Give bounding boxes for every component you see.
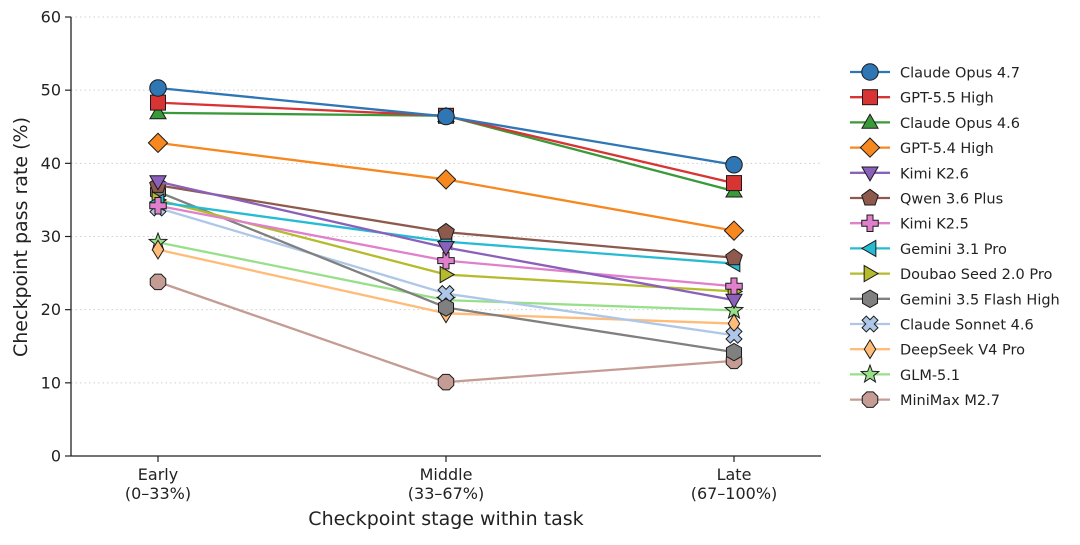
data-point: [439, 265, 456, 284]
data-point: [437, 251, 455, 270]
legend-item: Kimi K2.6: [850, 166, 969, 182]
tick-labels: 0 10 20 30 40 50 60 Early(0–33%) Middle(33–67%) L…: [41, 8, 778, 504]
y-tick-label: 40: [41, 154, 61, 173]
y-axis-title: Checkpoint pass rate (%): [10, 117, 32, 357]
data-point: [149, 197, 167, 215]
data-point: [151, 239, 165, 260]
legend-item: GPT-5.4 High: [850, 137, 994, 158]
legend-item: Qwen 3.6 Plus: [850, 188, 1003, 208]
legend-item: Kimi K2.5: [850, 214, 969, 233]
legend-marker: [861, 188, 879, 206]
x-tick-label: Middle: [420, 465, 473, 484]
legend-label: Claude Sonnet 4.6: [900, 318, 1034, 334]
legend-item: Claude Sonnet 4.6: [850, 315, 1034, 334]
grid-lines: [71, 16, 821, 384]
legend-item: Doubao Seed 2.0 Pro: [850, 264, 1052, 283]
y-tick-label: 20: [41, 300, 61, 319]
legend-marker: [860, 239, 877, 258]
data-point: [437, 241, 455, 257]
data-point: [149, 273, 167, 291]
series-claude-opus-4-7: [149, 79, 743, 174]
legend-marker: [861, 315, 879, 333]
legend-label: MiniMax M2.7: [900, 393, 1000, 409]
legend-item: DeepSeek V4 Pro: [850, 338, 1025, 360]
legend-label: Claude Opus 4.6: [900, 116, 1020, 132]
legend-marker: [863, 338, 877, 360]
data-point: [149, 175, 167, 191]
legend-marker: [862, 89, 878, 106]
legend-label: GPT-5.5 High: [900, 91, 994, 107]
legend-marker: [861, 113, 879, 129]
legend-marker: [863, 264, 880, 283]
data-point: [725, 342, 743, 362]
legend-marker: [859, 363, 881, 384]
legend-marker: [861, 289, 879, 309]
data-point: [437, 298, 455, 317]
legend-item: GLM-5.1: [850, 363, 960, 384]
data-point: [150, 94, 166, 111]
x-tick-label: Late: [717, 465, 752, 484]
series-lines: [147, 79, 745, 391]
legend-marker: [861, 214, 879, 232]
legend-marker: [859, 137, 881, 158]
data-point: [726, 175, 742, 192]
y-tick-label: 10: [41, 373, 61, 392]
legend-label: Kimi K2.6: [900, 166, 969, 182]
legend-item: Claude Opus 4.7: [850, 63, 1020, 82]
y-tick-label: 0: [51, 447, 61, 466]
legend-marker: [861, 63, 879, 81]
x-tick-sublabel: (67–100%): [691, 484, 778, 503]
legend-label: Claude Opus 4.7: [900, 66, 1020, 82]
legend-item: GPT-5.5 High: [850, 89, 994, 107]
legend-item: Gemini 3.5 Flash High: [850, 289, 1060, 309]
legend-label: Kimi K2.5: [900, 217, 969, 233]
legend-label: Qwen 3.6 Plus: [900, 192, 1003, 208]
data-point: [149, 79, 167, 97]
data-point: [437, 107, 455, 126]
data-point: [149, 103, 167, 120]
data-point: [725, 326, 743, 344]
data-point: [437, 373, 455, 391]
series-kimi-k2-5: [149, 197, 743, 295]
legend-label: GLM-5.1: [900, 368, 960, 384]
data-point: [435, 169, 457, 190]
legend-label: Doubao Seed 2.0 Pro: [900, 267, 1052, 283]
x-tick-label: Early: [138, 465, 178, 484]
series-kimi-k2-6: [149, 175, 743, 310]
data-point: [725, 293, 743, 310]
data-point: [725, 248, 743, 266]
legend-item: Gemini 3.1 Pro: [850, 239, 1007, 258]
legend-marker: [861, 166, 879, 182]
x-tick-sublabel: (33–67%): [408, 484, 484, 503]
legend-item: Claude Opus 4.6: [850, 113, 1020, 132]
y-tick-label: 50: [41, 81, 61, 100]
legend-label: Gemini 3.1 Pro: [900, 242, 1007, 258]
legend-label: GPT-5.4 High: [900, 141, 994, 157]
data-point: [147, 132, 169, 154]
data-point: [725, 156, 743, 174]
legend-item: MiniMax M2.7: [850, 391, 1000, 409]
legend-label: DeepSeek V4 Pro: [900, 343, 1025, 359]
x-axis-title: Checkpoint stage within task: [308, 508, 583, 530]
data-point: [437, 222, 455, 240]
legend-label: Gemini 3.5 Flash High: [900, 292, 1060, 308]
data-point: [723, 220, 745, 241]
series-gpt-5-4-high: [147, 132, 745, 241]
y-tick-label: 60: [41, 8, 61, 27]
legend-marker: [861, 391, 879, 408]
y-tick-label: 30: [41, 227, 61, 246]
legend: Claude Opus 4.7 GPT-5.5 High Claude Opus 4…: [850, 63, 1060, 409]
x-tick-sublabel: (0–33%): [125, 484, 191, 503]
